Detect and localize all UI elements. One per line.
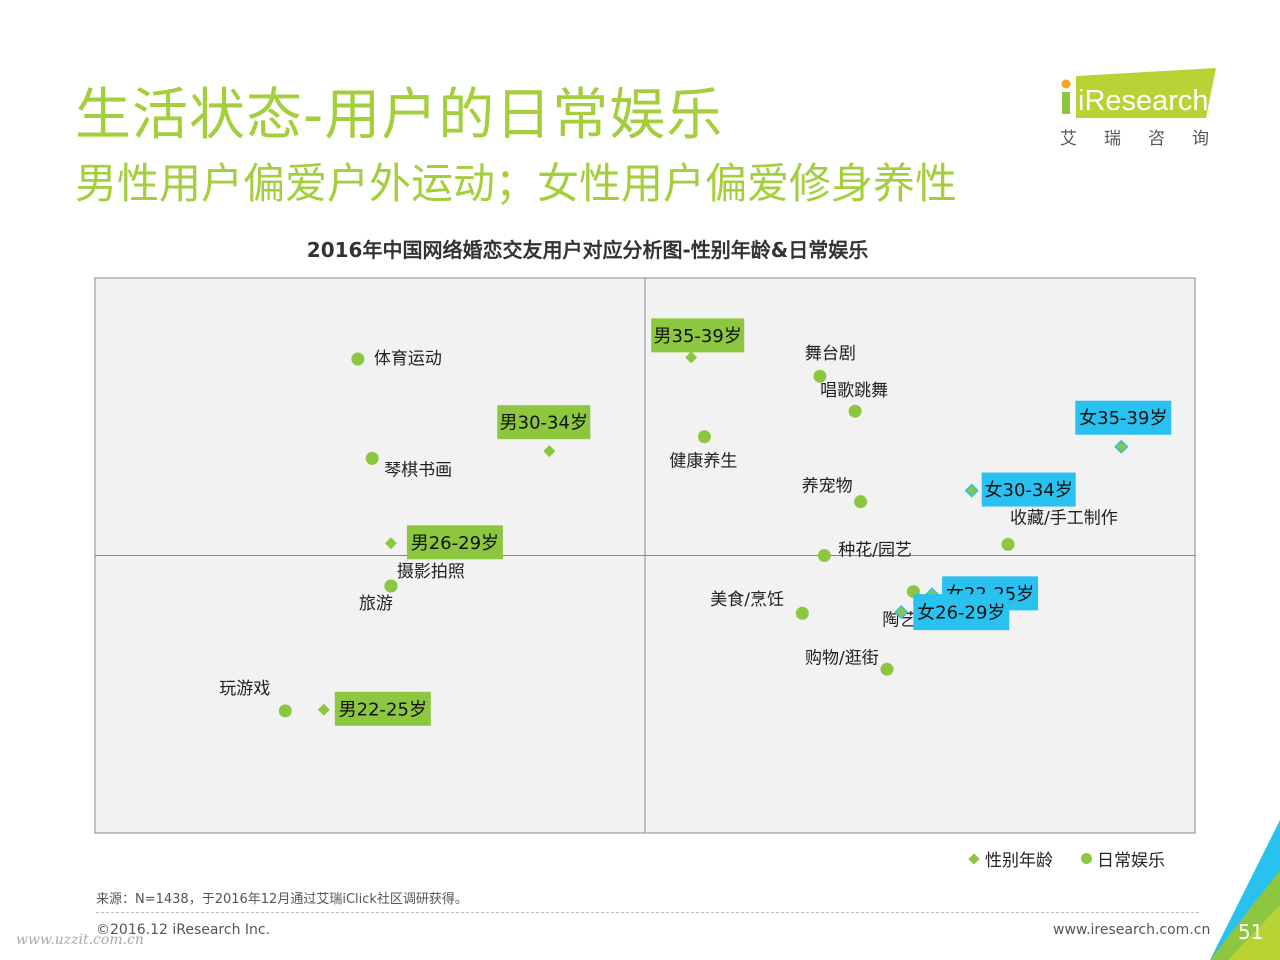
legend-item-gender-age: 性别年龄: [968, 846, 1053, 871]
entertainment-point: [365, 451, 379, 465]
source-note: 来源：N=1438，于2016年12月通过艾瑞iClick社区调研获得。: [96, 892, 468, 907]
gender-age-label: 男35-39岁: [654, 326, 742, 347]
page-title: 生活状态-用户的日常娱乐: [75, 83, 724, 148]
gender-age-box: [497, 405, 591, 440]
entertainment-label: 摄影拍照: [397, 562, 465, 582]
entertainment-point: [384, 579, 398, 593]
gender-age-box: [334, 691, 431, 726]
entertainment-point: [1001, 537, 1015, 551]
entertainment-label: 养宠物: [802, 477, 853, 497]
entertainment-label: 琴棋书画: [384, 460, 452, 480]
entertainment-label: 旅游: [359, 594, 393, 614]
copyright: ©2016.12 iResearch Inc.: [96, 922, 271, 938]
entertainment-point: [848, 404, 862, 418]
entertainment-label: 舞台剧: [805, 344, 856, 364]
entertainment-point: [854, 495, 868, 509]
legend-label: 性别年龄: [985, 851, 1053, 871]
gender-age-diamond: [894, 605, 909, 620]
footer-divider: [96, 912, 1199, 913]
entertainment-label: 玩游戏: [219, 679, 270, 699]
page-subtitle: 男性用户偏爱户外运动；女性用户偏爱修身养性: [75, 159, 958, 208]
diamond-marker-icon: [968, 852, 980, 865]
entertainment-point: [795, 606, 809, 620]
gender-age-box: [913, 594, 1010, 631]
gender-age-label: 男30-34岁: [500, 413, 588, 434]
entertainment-point: [817, 549, 831, 562]
gender-age-diamond: [685, 351, 698, 364]
entertainment-point: [278, 704, 292, 718]
gender-age-box: [651, 318, 745, 353]
gender-age-diamond: [1114, 439, 1129, 454]
entertainment-label: 购物/逛街: [805, 648, 879, 668]
chart-legend: 性别年龄 日常娱乐: [968, 846, 1165, 871]
entertainment-point: [813, 369, 827, 383]
watermark: www.uzzit.com.cn: [16, 932, 144, 948]
gender-age-box: [406, 525, 503, 560]
entertainment-label: 唱歌跳舞: [820, 381, 888, 401]
gender-age-label: 女35-39岁: [1079, 408, 1167, 429]
legend-item-entertainment: 日常娱乐: [1081, 846, 1165, 871]
gender-age-diamond: [964, 483, 979, 498]
gender-age-diamond: [317, 703, 330, 716]
gender-age-label: 男26-29岁: [411, 533, 499, 554]
entertainment-label: 收藏/手工制作: [1010, 508, 1118, 528]
iresearch-logo: iResearch: [1061, 68, 1216, 118]
gender-age-box: [981, 472, 1076, 507]
gender-age-diamond: [543, 445, 556, 458]
entertainment-point: [351, 352, 365, 366]
page-number: 51: [1238, 920, 1264, 944]
gender-age-box: [1075, 400, 1172, 435]
chart-title: 2016年中国网络婚恋交友用户对应分析图-性别年龄&日常娱乐: [306, 238, 869, 262]
legend-label: 日常娱乐: [1097, 851, 1165, 871]
entertainment-point: [880, 662, 894, 676]
logo-subtitle: 艾瑞咨询: [1060, 129, 1236, 149]
gender-age-label: 男22-25岁: [339, 699, 427, 720]
website-link[interactable]: www.iresearch.com.cn: [1053, 922, 1211, 938]
gender-age-label: 女30-34岁: [985, 480, 1073, 501]
entertainment-label: 健康养生: [669, 452, 737, 472]
entertainment-label: 体育运动: [374, 349, 442, 369]
gender-age-diamond: [384, 537, 397, 550]
logo-text: iResearch: [1078, 85, 1209, 117]
entertainment-point: [697, 430, 711, 444]
entertainment-label: 美食/烹饪: [710, 589, 784, 610]
entertainment-label: 种花/园艺: [838, 541, 912, 561]
gender-age-label: 女26-29岁: [917, 603, 1005, 624]
dot-marker-icon: [1081, 853, 1092, 864]
